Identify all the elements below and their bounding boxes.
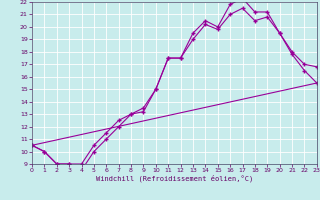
X-axis label: Windchill (Refroidissement éolien,°C): Windchill (Refroidissement éolien,°C): [96, 175, 253, 182]
